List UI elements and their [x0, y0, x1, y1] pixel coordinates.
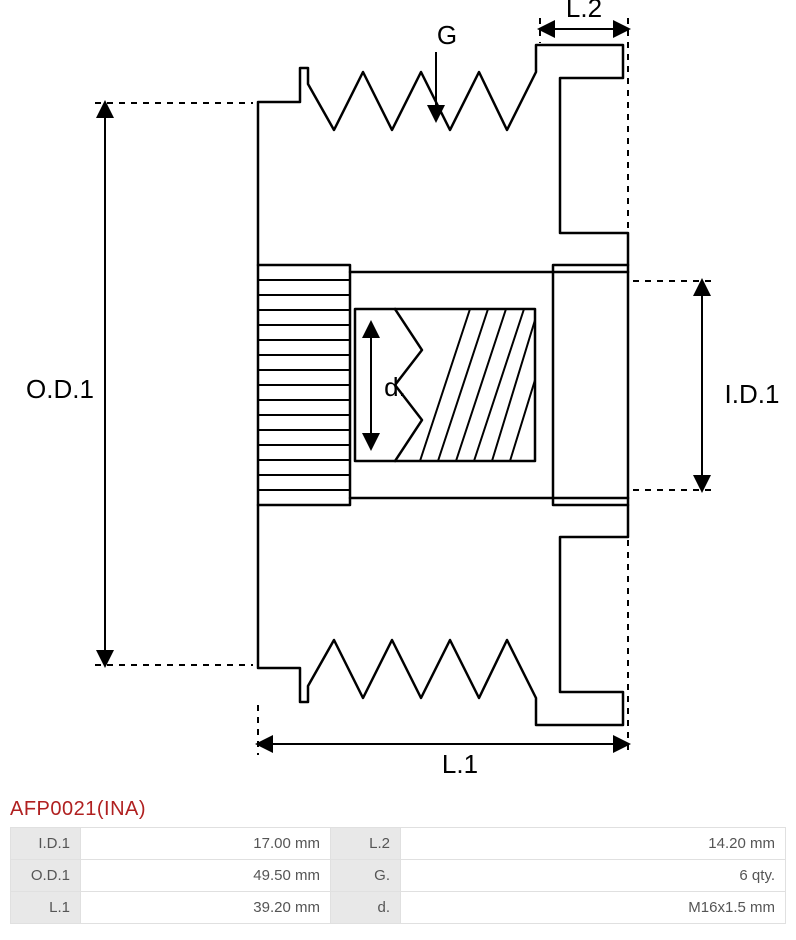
spec-value: M16x1.5 mm — [401, 892, 786, 924]
label-g: G — [437, 20, 457, 50]
spec-value: 14.20 mm — [401, 828, 786, 860]
spec-label: L.1 — [11, 892, 81, 924]
label-od1: O.D.1 — [26, 374, 94, 404]
spec-value: 49.50 mm — [81, 860, 331, 892]
spec-label: d. — [331, 892, 401, 924]
spec-label: O.D.1 — [11, 860, 81, 892]
label-id1: I.D.1 — [725, 379, 780, 409]
spec-label: L.2 — [331, 828, 401, 860]
table-row: I.D.1 17.00 mm L.2 14.20 mm — [11, 828, 786, 860]
spec-label: I.D.1 — [11, 828, 81, 860]
spec-value: 6 qty. — [401, 860, 786, 892]
label-l1: L.1 — [442, 749, 478, 779]
spec-value: 39.20 mm — [81, 892, 331, 924]
specifications-table: I.D.1 17.00 mm L.2 14.20 mm O.D.1 49.50 … — [10, 827, 786, 924]
table-row: O.D.1 49.50 mm G. 6 qty. — [11, 860, 786, 892]
spec-label: G. — [331, 860, 401, 892]
technical-diagram: O.D.1 I.D.1 L.1 L.2 G d. — [0, 0, 796, 790]
part-number-title: AFP0021(INA) — [0, 790, 796, 827]
label-d: d. — [384, 372, 406, 402]
table-row: L.1 39.20 mm d. M16x1.5 mm — [11, 892, 786, 924]
spec-value: 17.00 mm — [81, 828, 331, 860]
pulley-svg: O.D.1 I.D.1 L.1 L.2 G d. — [0, 0, 796, 790]
label-l2: L.2 — [566, 0, 602, 23]
